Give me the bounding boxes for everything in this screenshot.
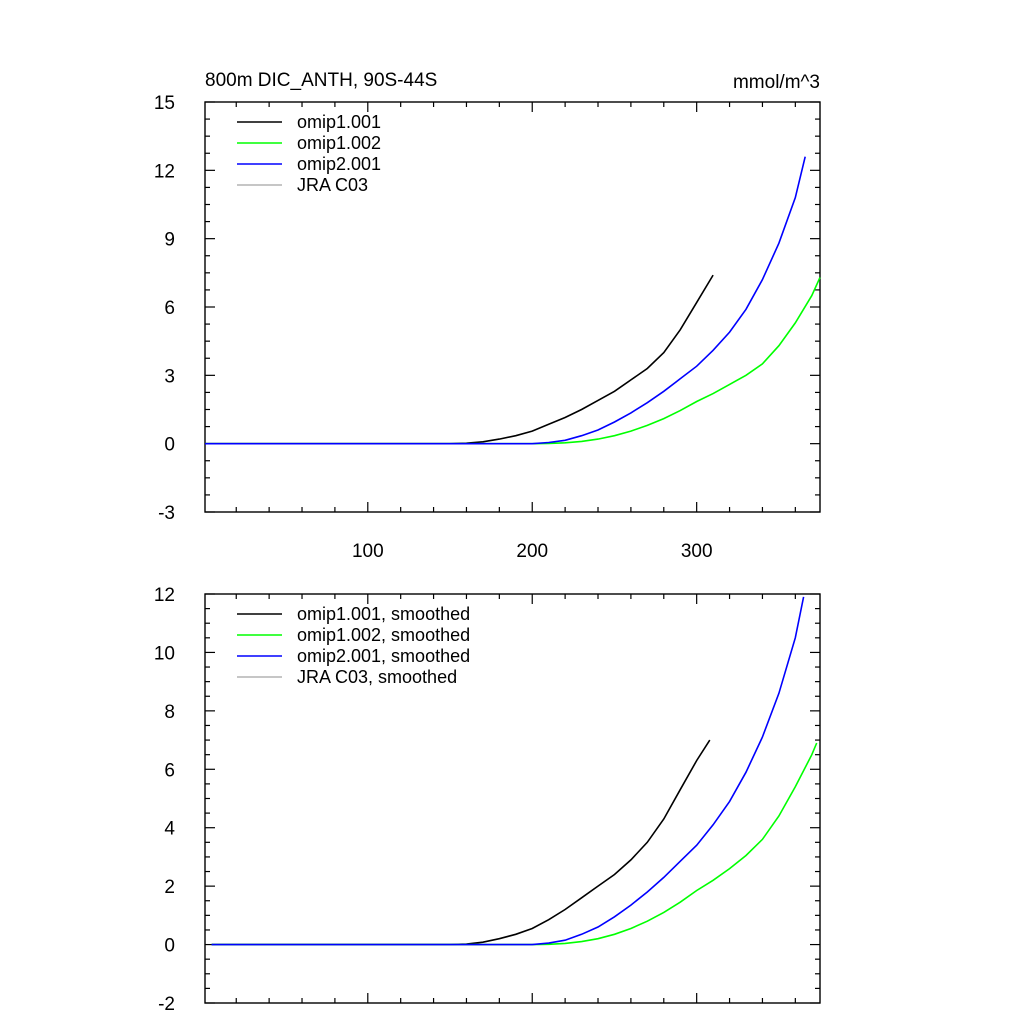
- y-tick-label: -3: [158, 503, 175, 524]
- series-line-omip1-002-smoothed: [211, 742, 818, 946]
- y-tick-label: 0: [164, 435, 175, 456]
- series-line-omip2-001: [205, 156, 806, 445]
- legend-label: omip1.001: [297, 112, 381, 132]
- chart-title: 800m DIC_ANTH, 90S-44S: [205, 70, 437, 91]
- chart-panel-1: 800m DIC_ANTH, 90S-44S mmol/m^3 -3 0 3 6 9 12 15…: [154, 70, 821, 562]
- y-tick-label: 4: [164, 819, 175, 840]
- y-tick-label: 15: [154, 93, 175, 114]
- legend-label: JRA C03: [297, 175, 368, 195]
- y-tick-label: 3: [164, 366, 175, 387]
- y-tick-label: 9: [164, 230, 175, 251]
- units-label: mmol/m^3: [733, 72, 820, 93]
- y-tick-label: 2: [164, 877, 175, 898]
- legend-label: omip1.001, smoothed: [297, 604, 470, 624]
- legend-label: JRA C03, smoothed: [297, 667, 457, 687]
- x-tick-label: 300: [681, 541, 713, 562]
- x-tick-label: 100: [352, 541, 384, 562]
- y-tick-label: 6: [164, 298, 175, 319]
- y-tick-label: -2: [158, 994, 175, 1015]
- y-tick-label: 6: [164, 760, 175, 781]
- legend-label: omip2.001, smoothed: [297, 646, 470, 666]
- series-line-omip2-001-smoothed: [211, 596, 805, 946]
- chart-panel-2: -2 0 2 4 6 8 10 12 omip1.001, smoothedomip1.002,…: [154, 585, 821, 1015]
- series-line-omip1-001: [205, 274, 714, 445]
- series-line-omip1-002: [205, 277, 821, 445]
- y-tick-label: 8: [164, 702, 175, 723]
- y-tick-label: 12: [154, 585, 175, 606]
- y-tick-label: 10: [154, 643, 175, 664]
- legend-label: omip1.002, smoothed: [297, 625, 470, 645]
- y-tick-label: 0: [164, 936, 175, 957]
- series-line-omip1-001-smoothed: [211, 739, 711, 946]
- legend-label: omip1.002: [297, 133, 381, 153]
- x-tick-label: 200: [516, 541, 548, 562]
- y-tick-label: 12: [154, 161, 175, 182]
- legend-label: omip2.001: [297, 154, 381, 174]
